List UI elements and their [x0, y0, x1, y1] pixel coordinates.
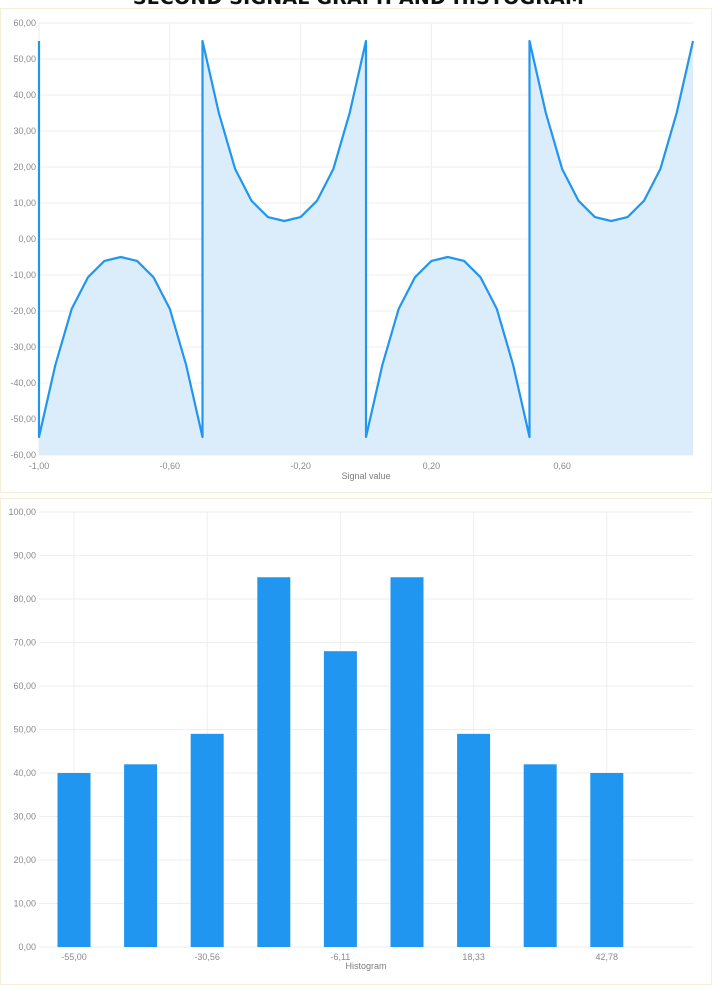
y-tick-label: 50,00 [13, 725, 36, 735]
y-tick-label: -10,00 [10, 270, 36, 280]
y-tick-label: 30,00 [13, 812, 36, 822]
x-tick-label: 0,20 [423, 461, 441, 471]
y-tick-label: 50,00 [13, 54, 36, 64]
y-tick-label: 20,00 [13, 162, 36, 172]
histogram-bar[interactable] [323, 651, 357, 947]
signal-chart: 60,00 50,00 40,00 30,00 20,00 10,00 0,00 -10,00… [10, 18, 695, 481]
x-tick-label: -30,56 [194, 952, 220, 962]
signal-chart-panel: 60,00 50,00 40,00 30,00 20,00 10,00 0,00 -10,00… [0, 8, 712, 493]
y-tick-label: 10,00 [13, 198, 36, 208]
histogram-bar[interactable] [190, 733, 224, 947]
histogram-bar[interactable] [523, 764, 557, 947]
x-tick-label: 0,60 [553, 461, 571, 471]
page-title: SECOND SIGNAL GRAPH AND HISTOGRAM [0, 0, 717, 9]
y-tick-label: 80,00 [13, 594, 36, 604]
y-tick-label: 40,00 [13, 90, 36, 100]
y-tick-label: -40,00 [10, 378, 36, 388]
histogram-chart-panel: 100,00 90,00 80,00 70,00 60,00 50,00 40,00 30,0… [0, 498, 712, 985]
y-tick-label: 60,00 [13, 681, 36, 691]
histogram-bar[interactable] [457, 733, 491, 947]
x-tick-label: -0,60 [160, 461, 181, 471]
y-tick-label: 70,00 [13, 638, 36, 648]
x-tick-label: 42,78 [596, 952, 619, 962]
y-tick-label: -50,00 [10, 414, 36, 424]
y-tick-label: 0,00 [18, 942, 36, 952]
y-tick-label: -20,00 [10, 306, 36, 316]
y-tick-label: 20,00 [13, 855, 36, 865]
x-tick-label: -0,20 [290, 461, 311, 471]
histogram-bar[interactable] [124, 764, 158, 947]
histogram-bar[interactable] [390, 577, 424, 947]
x-axis-title: Histogram [345, 961, 386, 971]
y-tick-label: 10,00 [13, 899, 36, 909]
histogram-chart: 100,00 90,00 80,00 70,00 60,00 50,00 40,00 30,0… [8, 507, 693, 971]
x-axis-title: Signal value [341, 471, 390, 481]
x-tick-label: -6,11 [330, 952, 350, 962]
y-tick-label: 90,00 [13, 551, 36, 561]
y-tick-label: 100,00 [8, 507, 36, 517]
x-tick-label: -55,00 [61, 952, 87, 962]
y-tick-label: 0,00 [18, 234, 36, 244]
y-tick-label: -30,00 [10, 342, 36, 352]
y-tick-label: 60,00 [13, 18, 36, 28]
x-tick-label: 18,33 [462, 952, 485, 962]
histogram-bar[interactable] [57, 773, 91, 947]
signal-series-line [37, 39, 695, 439]
y-tick-label: -60,00 [10, 450, 36, 460]
x-tick-label: -1,00 [29, 461, 50, 471]
y-tick-label: 40,00 [13, 768, 36, 778]
histogram-bar[interactable] [257, 577, 291, 947]
y-tick-label: 30,00 [13, 126, 36, 136]
histogram-bar[interactable] [590, 773, 624, 947]
